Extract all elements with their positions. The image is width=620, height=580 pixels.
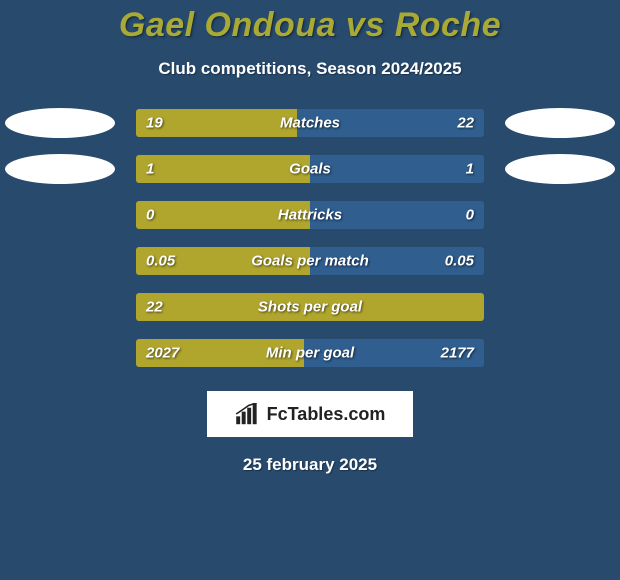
- stat-row: 0 0 Hattricks: [0, 201, 620, 229]
- stat-bar: 2027 2177 Min per goal: [136, 339, 484, 367]
- left-value: 0: [146, 207, 154, 224]
- metric-label: Hattricks: [278, 207, 342, 224]
- right-value: 22: [457, 115, 474, 132]
- stat-bar: 0.05 0.05 Goals per match: [136, 247, 484, 275]
- stat-bar: 1 1 Goals: [136, 155, 484, 183]
- bar-right-segment: [310, 155, 484, 183]
- stat-bar: 0 0 Hattricks: [136, 201, 484, 229]
- stat-row: 22 Shots per goal: [0, 293, 620, 321]
- left-value: 0.05: [146, 253, 175, 270]
- player-left-marker: [5, 154, 115, 184]
- player-right-marker: [505, 108, 615, 138]
- stat-row: 19 22 Matches: [0, 109, 620, 137]
- stat-row: 2027 2177 Min per goal: [0, 339, 620, 367]
- stat-row: 1 1 Goals: [0, 155, 620, 183]
- barchart-icon: [235, 403, 261, 425]
- right-value: 0.05: [445, 253, 474, 270]
- date-text: 25 february 2025: [243, 455, 377, 475]
- player-right-marker: [505, 154, 615, 184]
- stat-bar: 19 22 Matches: [136, 109, 484, 137]
- metric-label: Matches: [280, 115, 340, 132]
- left-value: 22: [146, 299, 163, 316]
- stat-bar: 22 Shots per goal: [136, 293, 484, 321]
- stat-row: 0.05 0.05 Goals per match: [0, 247, 620, 275]
- bar-left-segment: [136, 155, 310, 183]
- player-left-marker: [5, 108, 115, 138]
- branding-text: FcTables.com: [267, 404, 386, 425]
- right-value: 1: [466, 161, 474, 178]
- metric-label: Goals: [289, 161, 331, 178]
- right-value: 2177: [441, 345, 474, 362]
- right-value: 0: [466, 207, 474, 224]
- left-value: 1: [146, 161, 154, 178]
- title: Gael Ondoua vs Roche: [119, 6, 501, 45]
- branding-badge: FcTables.com: [207, 391, 413, 437]
- left-value: 19: [146, 115, 163, 132]
- comparison-card: Gael Ondoua vs Roche Club competitions, …: [0, 0, 620, 580]
- metric-label: Goals per match: [251, 253, 369, 270]
- subtitle: Club competitions, Season 2024/2025: [158, 59, 461, 79]
- bars-container: 19 22 Matches 1 1 Goals 0 0 Hattricks 0.05 0.05 Goa…: [0, 109, 620, 367]
- metric-label: Min per goal: [266, 345, 354, 362]
- left-value: 2027: [146, 345, 179, 362]
- metric-label: Shots per goal: [258, 299, 362, 316]
